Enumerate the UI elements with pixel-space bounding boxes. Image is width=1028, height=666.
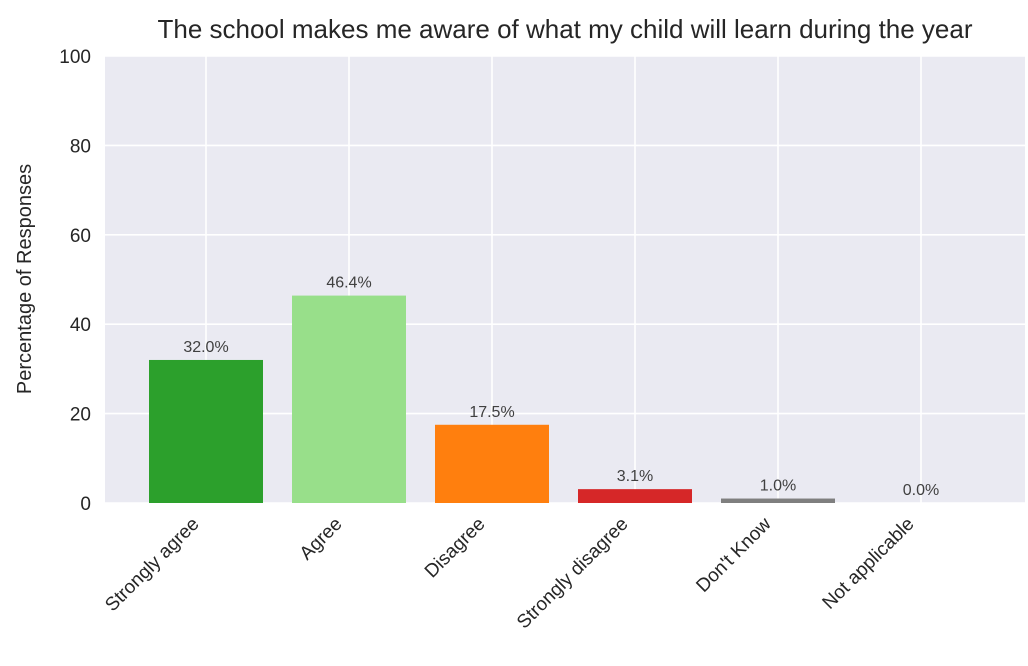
y-tick-label: 80 (70, 136, 91, 157)
bar-value-label: 1.0% (760, 478, 796, 495)
bar-value-label: 0.0% (903, 482, 939, 499)
y-axis-label: Percentage of Responses (14, 164, 36, 394)
bar-value-label: 32.0% (183, 339, 228, 356)
bar-value-labels: 32.0% 46.4% 17.5% 3.1% 1.0% 0.0% (183, 275, 939, 499)
bars (149, 295, 835, 503)
bar (435, 424, 549, 503)
x-tick-label: Not applicable (819, 514, 919, 614)
bar (292, 295, 406, 503)
y-tick-label: 40 (70, 315, 91, 336)
bar-value-label: 3.1% (617, 468, 653, 485)
y-axis-ticks: 0 20 40 60 80 100 (59, 47, 91, 515)
bar-value-label: 17.5% (469, 404, 514, 421)
x-axis-ticks: Strongly agree Agree Disagree Strongly disa… (101, 513, 918, 633)
x-tick-label: Don't Know (692, 513, 775, 596)
chart-title: The school makes me aware of what my chi… (157, 14, 972, 44)
x-tick-label: Strongly disagree (513, 514, 632, 633)
y-tick-label: 20 (70, 405, 91, 426)
y-tick-label: 60 (70, 226, 91, 247)
x-tick-label: Disagree (421, 514, 490, 583)
y-tick-label: 0 (80, 494, 91, 515)
gridlines (105, 55, 1025, 504)
x-tick-label: Strongly agree (101, 514, 203, 616)
x-tick-label: Agree (296, 514, 347, 565)
y-tick-label: 100 (59, 47, 91, 68)
bar-value-label: 46.4% (326, 275, 371, 292)
bar (721, 498, 835, 503)
bar (578, 489, 692, 503)
bar (149, 359, 263, 503)
